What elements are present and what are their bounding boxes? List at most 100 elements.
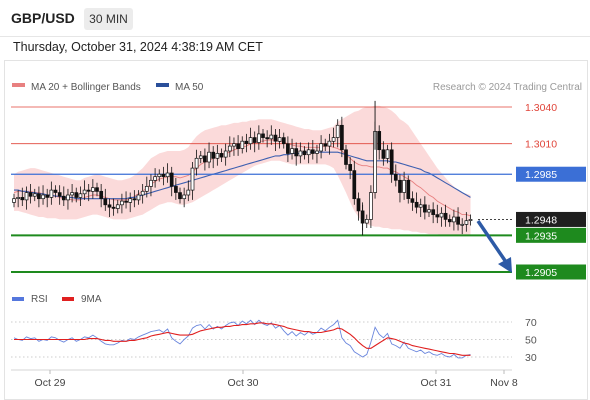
- candle: [443, 204, 448, 227]
- candle: [344, 144, 348, 170]
- candle-body: [66, 194, 70, 201]
- chart-header: GBP/USD 30 MIN: [0, 0, 590, 37]
- candle-body: [410, 198, 415, 203]
- candle-body: [327, 140, 332, 147]
- candle-body: [178, 192, 182, 200]
- candle-body: [124, 200, 128, 203]
- candle: [439, 207, 444, 227]
- candle: [232, 137, 236, 156]
- candle-body: [136, 194, 141, 201]
- candle-body: [74, 192, 79, 198]
- candle-body: [144, 186, 149, 192]
- candle: [327, 133, 332, 155]
- level-tags: 1.3040 1.3010 1.2985 1.2948 1.2935 1.2905: [516, 102, 586, 280]
- candle-body: [298, 150, 303, 157]
- candle-body: [57, 192, 62, 197]
- candle-body: [352, 170, 357, 200]
- candle-body: [53, 189, 58, 193]
- level-tag-1: 1.3010: [525, 139, 557, 151]
- candle: [70, 184, 74, 203]
- rsi-legend-swatch-1: [62, 297, 74, 301]
- candle: [398, 174, 402, 203]
- candle-body: [140, 190, 145, 196]
- candle: [236, 135, 240, 156]
- candle: [190, 162, 195, 200]
- candle-body: [406, 179, 411, 199]
- candle-body: [331, 137, 336, 142]
- candle: [32, 188, 37, 202]
- rsi-legend-swatch-0: [12, 297, 24, 301]
- candle: [252, 131, 257, 153]
- candle: [186, 180, 191, 202]
- symbol-label: GBP/USD: [11, 10, 75, 26]
- candle-body: [344, 149, 348, 165]
- timeframe-button[interactable]: 30 MIN: [84, 8, 133, 30]
- candle-body: [70, 192, 74, 196]
- candle: [369, 185, 373, 228]
- candle: [281, 132, 286, 149]
- candle: [406, 175, 411, 204]
- source-label: Research © 2024 Trading Central: [433, 82, 582, 93]
- candle: [227, 136, 232, 158]
- candle: [107, 198, 112, 217]
- bollinger-fill: [14, 105, 471, 236]
- candle-body: [61, 195, 66, 201]
- datetime-label: Thursday, October 31, 2024 4:38:19 AM CE…: [13, 40, 263, 54]
- candle-body: [273, 134, 278, 142]
- candle: [74, 187, 79, 203]
- candle-body: [423, 204, 427, 213]
- level-tag-bg-2: [516, 166, 586, 182]
- candle-body: [439, 212, 444, 218]
- legend-label-0: MA 20 + Bollinger Bands: [31, 82, 141, 93]
- candle-body: [252, 137, 257, 143]
- candle: [410, 191, 415, 211]
- candle-body: [414, 201, 419, 208]
- candle-body: [28, 192, 33, 197]
- candle: [144, 176, 149, 198]
- candle: [265, 130, 270, 148]
- candle: [356, 192, 361, 221]
- candle-body: [20, 197, 25, 201]
- candle: [290, 138, 294, 160]
- candle-body: [310, 149, 315, 154]
- rsi-tick-2: 30: [525, 352, 537, 364]
- arrow-head: [498, 257, 512, 273]
- candle: [468, 214, 473, 226]
- candle: [248, 127, 253, 150]
- candle: [78, 186, 83, 206]
- level-tag-5: 1.2905: [525, 267, 557, 279]
- ma50-line: [14, 151, 471, 200]
- candle-body: [16, 197, 20, 199]
- candle: [37, 186, 41, 208]
- candle-body: [194, 157, 199, 169]
- candle: [207, 142, 211, 169]
- candle: [315, 144, 319, 164]
- candle-body: [227, 145, 232, 152]
- candle-body: [356, 198, 361, 212]
- candle-body: [99, 190, 104, 199]
- candle-body: [182, 194, 187, 200]
- candle-body: [45, 194, 50, 198]
- candle-body: [456, 216, 460, 225]
- candle: [194, 149, 199, 176]
- rsi-line: [13, 319, 471, 359]
- candle: [45, 188, 50, 208]
- candle: [120, 193, 124, 214]
- candle: [28, 184, 33, 204]
- candle: [115, 199, 120, 214]
- candle-body: [219, 153, 224, 158]
- candle: [20, 187, 25, 206]
- candle: [203, 148, 207, 171]
- candle-body: [103, 198, 108, 206]
- candle: [348, 157, 353, 180]
- level-tag-0: 1.3040: [525, 102, 557, 114]
- candle: [128, 192, 133, 213]
- candle: [136, 190, 141, 205]
- candle: [302, 146, 307, 160]
- level-tag-3: 1.2948: [525, 214, 557, 226]
- candle-body: [435, 214, 440, 218]
- x-tick-0: Oct 29: [35, 377, 66, 389]
- candle: [165, 163, 170, 183]
- candle-body: [211, 151, 216, 159]
- candle-body: [165, 172, 170, 178]
